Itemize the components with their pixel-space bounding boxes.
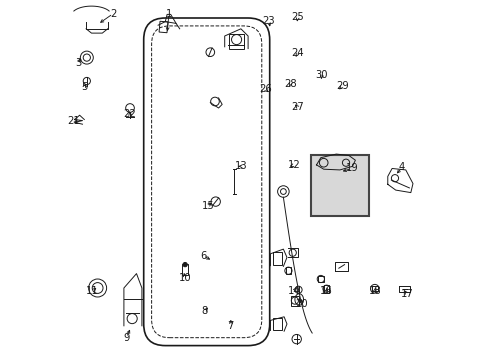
Bar: [273, 318, 282, 330]
Bar: [323, 285, 328, 293]
Text: 24: 24: [291, 48, 304, 58]
Text: 12: 12: [287, 160, 300, 170]
Bar: [371, 286, 377, 291]
Text: 30: 30: [315, 70, 327, 80]
Text: 27: 27: [291, 102, 304, 112]
Text: 18: 18: [368, 286, 380, 296]
Bar: [182, 264, 188, 275]
Text: 23: 23: [262, 16, 275, 26]
Bar: [285, 267, 290, 274]
Text: 11: 11: [86, 286, 99, 296]
Circle shape: [183, 262, 187, 267]
Text: 5: 5: [81, 82, 87, 92]
Bar: [290, 296, 298, 306]
Text: 8: 8: [201, 306, 207, 316]
Text: 10: 10: [179, 273, 191, 283]
Text: 17: 17: [400, 289, 413, 300]
Text: 25: 25: [291, 12, 304, 22]
Text: 9: 9: [123, 333, 129, 343]
Bar: [229, 34, 244, 49]
Bar: [273, 252, 282, 265]
Text: 3: 3: [75, 58, 81, 68]
Bar: [310, 155, 368, 216]
Text: 16: 16: [320, 286, 332, 296]
Text: 1: 1: [165, 9, 172, 19]
Text: 26: 26: [259, 84, 271, 94]
Text: 20: 20: [294, 299, 307, 309]
Bar: [159, 21, 167, 33]
Text: 22: 22: [123, 109, 136, 120]
Text: 28: 28: [284, 78, 296, 89]
Text: 19: 19: [345, 163, 357, 174]
Text: 21: 21: [67, 116, 80, 126]
Text: 14: 14: [287, 286, 300, 296]
Bar: [317, 276, 324, 282]
Text: 13: 13: [235, 161, 247, 171]
Text: 6: 6: [200, 251, 206, 261]
Text: 2: 2: [110, 9, 116, 19]
Text: 15: 15: [201, 201, 214, 211]
Text: 29: 29: [335, 81, 348, 91]
Text: 7: 7: [227, 321, 234, 331]
Text: 4: 4: [398, 162, 405, 172]
